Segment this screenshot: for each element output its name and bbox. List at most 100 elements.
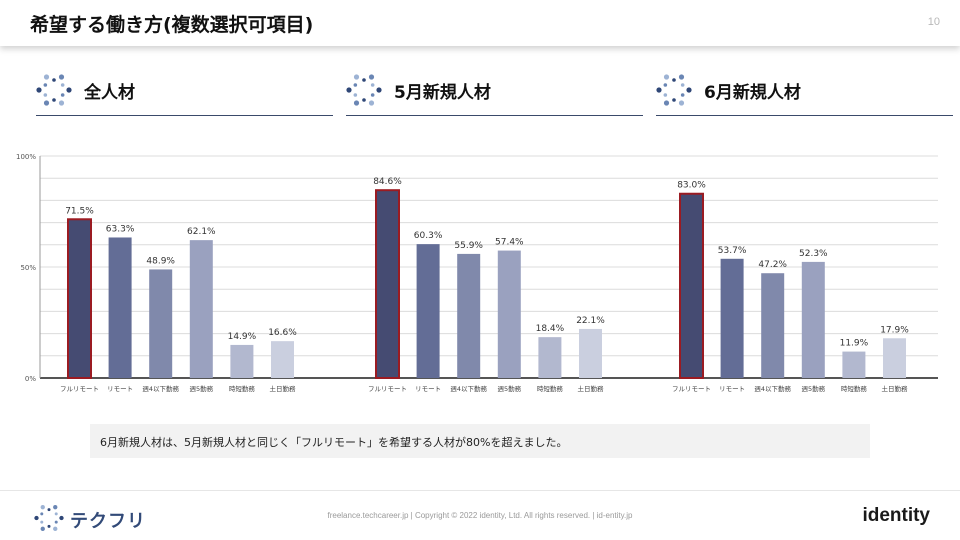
dot bbox=[353, 74, 360, 80]
y-tick-label: 100% bbox=[16, 153, 36, 161]
dot bbox=[53, 505, 58, 510]
dot bbox=[60, 83, 65, 87]
bar bbox=[108, 237, 132, 378]
dot bbox=[43, 83, 48, 87]
bar-value-label: 83.0% bbox=[677, 181, 706, 191]
dot-ring-icon bbox=[36, 74, 72, 106]
bar bbox=[883, 338, 906, 378]
bar bbox=[457, 253, 481, 378]
dot bbox=[680, 93, 685, 97]
dot bbox=[353, 93, 358, 97]
dot bbox=[672, 98, 676, 102]
x-tick-label: フルリモート bbox=[368, 385, 407, 393]
identity-link[interactable]: id-entity.jp bbox=[596, 511, 633, 520]
bar-value-label: 48.9% bbox=[146, 256, 175, 266]
x-tick-label: 週4以下勤務 bbox=[142, 384, 179, 393]
bar-value-label: 52.3% bbox=[799, 249, 828, 259]
dot bbox=[663, 74, 670, 80]
bar-value-label: 47.2% bbox=[758, 260, 787, 270]
summary-note: 6月新規人材は、5月新規人材と同じく「フルリモート」を希望する人材が80%を超え… bbox=[90, 424, 870, 458]
dot bbox=[40, 505, 45, 510]
dot bbox=[362, 78, 366, 82]
dot bbox=[353, 83, 358, 87]
x-tick-label: 時短勤務 bbox=[537, 384, 564, 393]
x-tick-label: 週5勤務 bbox=[189, 384, 213, 393]
bar-value-label: 17.9% bbox=[880, 325, 909, 335]
dot bbox=[52, 98, 56, 102]
dot bbox=[66, 87, 72, 93]
section-header-all: 全人材 bbox=[36, 70, 333, 116]
x-tick-label: 週5勤務 bbox=[497, 384, 521, 393]
dot bbox=[34, 515, 39, 521]
bar bbox=[579, 328, 602, 378]
x-tick-label: フルリモート bbox=[672, 385, 711, 393]
techfuri-logo-icon bbox=[34, 505, 64, 531]
bar bbox=[149, 269, 173, 378]
x-tick-label: リモート bbox=[719, 385, 745, 393]
dot bbox=[47, 508, 51, 512]
bar-value-label: 71.5% bbox=[65, 206, 94, 216]
x-tick-label: 土日勤務 bbox=[882, 384, 909, 393]
bar-value-label: 22.1% bbox=[576, 316, 605, 326]
copyright-text: | Copyright © 2022 identity, Ltd. All ri… bbox=[408, 511, 597, 520]
dot bbox=[368, 100, 375, 106]
dot-ring-icon bbox=[346, 74, 382, 106]
x-tick-label: 週4以下勤務 bbox=[450, 384, 487, 393]
bar-value-label: 63.3% bbox=[106, 224, 135, 234]
page-number: 10 bbox=[927, 16, 940, 28]
bar-chart: 0% 50% 100% 71.5% フルリモート 63.3% リモート 48.9% 週4以下勤務… bbox=[16, 153, 938, 393]
dot bbox=[54, 520, 58, 524]
bar bbox=[416, 244, 440, 378]
x-tick-label: 土日勤務 bbox=[578, 384, 605, 393]
dot bbox=[353, 100, 360, 106]
dot bbox=[43, 93, 48, 97]
dot bbox=[678, 100, 685, 106]
bar bbox=[679, 192, 704, 379]
techcareer-link[interactable]: freelance.techcareer.jp bbox=[327, 511, 409, 520]
x-tick-label: 土日勤務 bbox=[270, 384, 297, 393]
bar bbox=[801, 261, 825, 378]
x-tick-label: フルリモート bbox=[60, 385, 99, 393]
dot bbox=[43, 74, 50, 80]
dot bbox=[368, 74, 375, 80]
dot bbox=[52, 78, 56, 82]
bar bbox=[761, 273, 785, 378]
x-tick-label: 時短勤務 bbox=[229, 384, 256, 393]
x-tick-label: 週5勤務 bbox=[801, 384, 825, 393]
dot bbox=[663, 100, 670, 106]
bar-value-label: 84.6% bbox=[373, 177, 402, 187]
bar bbox=[271, 341, 294, 378]
dot bbox=[58, 74, 65, 80]
dot bbox=[58, 100, 65, 106]
techfuri-brand-name: テクフリ bbox=[70, 511, 146, 532]
bar-value-label: 57.4% bbox=[495, 238, 524, 248]
dot bbox=[663, 93, 668, 97]
y-tick-label: 50% bbox=[20, 264, 36, 272]
dot bbox=[370, 83, 375, 87]
identity-logo: identity bbox=[862, 505, 930, 526]
dot bbox=[43, 100, 50, 106]
dot bbox=[672, 78, 676, 82]
dot bbox=[53, 526, 58, 531]
dot bbox=[59, 515, 64, 521]
dot bbox=[680, 83, 685, 87]
bar bbox=[538, 337, 562, 378]
dot bbox=[40, 512, 44, 516]
bar-value-label: 55.9% bbox=[454, 241, 483, 251]
section-label-may: 5月新規人材 bbox=[394, 83, 491, 103]
bar bbox=[375, 189, 400, 379]
dot bbox=[36, 87, 42, 93]
section-label-june: 6月新規人材 bbox=[704, 83, 801, 103]
summary-note-text: 6月新規人材は、5月新規人材と同じく「フルリモート」を希望する人材が80%を超え… bbox=[100, 436, 568, 449]
x-tick-label: 週4以下勤務 bbox=[754, 384, 791, 393]
bar bbox=[230, 344, 254, 378]
dot-ring-icon bbox=[656, 74, 692, 106]
bar bbox=[720, 258, 744, 378]
bar bbox=[497, 250, 521, 378]
dot bbox=[60, 93, 65, 97]
dot bbox=[678, 74, 685, 80]
dot bbox=[663, 83, 668, 87]
bar-value-label: 18.4% bbox=[536, 324, 565, 334]
y-tick-label: 0% bbox=[25, 375, 36, 383]
x-tick-label: リモート bbox=[415, 385, 441, 393]
